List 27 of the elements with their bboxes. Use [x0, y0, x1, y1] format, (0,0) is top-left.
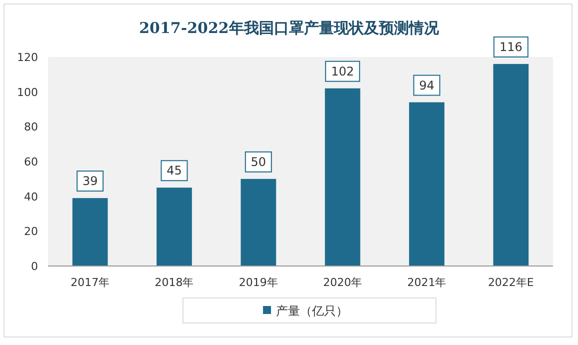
data-label: 45	[166, 164, 182, 178]
legend-label: 产量（亿只）	[276, 304, 348, 318]
bar	[493, 64, 529, 266]
x-tick-label: 2018年	[154, 276, 194, 289]
y-tick-label: 40	[24, 190, 38, 204]
data-label: 39	[82, 174, 98, 188]
chart-title: 2017-2022年我国口罩产量现状及预测情况	[139, 19, 440, 37]
y-tick-label: 120	[17, 51, 38, 64]
y-tick-label: 20	[24, 225, 38, 238]
data-label: 102	[331, 64, 354, 78]
bar	[240, 178, 276, 266]
bar	[156, 188, 192, 266]
bar	[72, 198, 108, 266]
x-tick-label: 2017年	[70, 276, 110, 289]
y-tick-label: 60	[24, 156, 38, 168]
y-tick-label: 0	[31, 260, 38, 273]
bar	[324, 88, 360, 266]
x-tick-label: 2021年	[407, 276, 446, 289]
y-tick-label: 100	[17, 86, 38, 99]
bar	[409, 102, 444, 266]
data-label: 116	[499, 40, 522, 54]
x-tick-label: 2020年	[323, 276, 362, 289]
data-label: 94	[419, 78, 434, 92]
x-tick-label: 2019年	[238, 276, 278, 289]
y-tick-label: 80	[24, 120, 38, 134]
data-label: 50	[250, 154, 266, 169]
x-tick-label: 2022年E	[488, 276, 534, 289]
